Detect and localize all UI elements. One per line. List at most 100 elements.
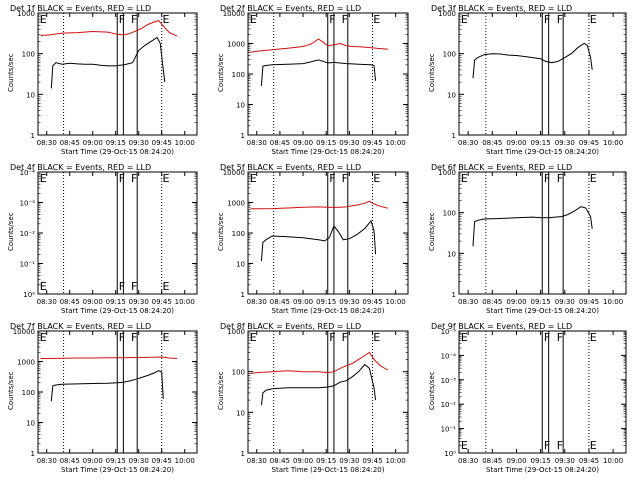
panel-det-6: Det 6f BLACK = Events, RED = LLD 1 10 100 10…: [428, 163, 627, 315]
flag-letter: F: [557, 13, 563, 26]
y-axis-label: Counts/sec: [428, 212, 436, 251]
flag-letter: F: [119, 172, 125, 185]
x-axis-label: Start Time (29-Oct-15 08:24:20): [486, 148, 599, 156]
x-tick-label: 09:30: [555, 457, 575, 465]
x-tick-label: 09:00: [506, 139, 526, 147]
series-line-events: [472, 42, 593, 79]
y-tick-label: 10: [447, 250, 456, 258]
flag-letter: E: [40, 13, 47, 26]
flag-letter: E: [250, 172, 257, 185]
x-tick-label: 08:45: [270, 139, 290, 147]
panel-title: Det 2f BLACK = Events, RED = LLD: [220, 4, 361, 13]
series-line-lld: [250, 38, 388, 53]
panel-det-2: Det 2f BLACK = Events, RED = LLD 1 10 100 10…: [217, 4, 409, 156]
y-tick-label: 10: [26, 420, 35, 428]
series-line-events: [50, 370, 164, 402]
x-tick-label: 08:45: [482, 298, 502, 306]
flag-letter: F: [119, 13, 125, 26]
x-tick-label: 08:30: [37, 457, 57, 465]
y-tick-label: 10⁻²: [441, 401, 457, 409]
flag-letter: E: [461, 439, 468, 452]
x-tick-label: 08:30: [247, 298, 267, 306]
y-tick-label: 100: [443, 210, 456, 218]
series-line-events: [260, 59, 377, 87]
flag-letter: E: [250, 13, 257, 26]
x-tick-label: 09:15: [531, 457, 551, 465]
x-tick-label: 09:30: [129, 139, 149, 147]
panel-title: Det 9f BLACK = Events, RED = LLD: [431, 322, 572, 331]
x-tick-label: 08:30: [247, 139, 267, 147]
y-tick-label: 1: [452, 132, 456, 140]
y-tick-label: 1000: [227, 41, 245, 49]
flag-letter: E: [40, 280, 47, 293]
x-axis-label: Start Time (29-Oct-15 08:24:20): [272, 307, 385, 315]
x-tick-label: 09:15: [106, 298, 126, 306]
x-tick-label: 09:30: [555, 298, 575, 306]
y-tick-label: 10⁻⁴: [20, 169, 36, 177]
flag-letter: F: [544, 331, 550, 344]
y-tick-label: 1000: [438, 10, 456, 18]
flag-letter: F: [329, 172, 335, 185]
flag-letter: E: [590, 331, 597, 344]
y-tick-label: 100: [232, 71, 245, 79]
flag-letter: F: [557, 439, 563, 452]
flag-letter: E: [40, 331, 47, 344]
flag-letter: F: [342, 172, 348, 185]
x-tick-label: 09:00: [83, 298, 103, 306]
panel-title: Det 6f BLACK = Events, RED = LLD: [431, 163, 572, 172]
x-tick-label: 10:00: [603, 298, 623, 306]
flag-letter: F: [131, 172, 137, 185]
flag-letter: F: [131, 331, 137, 344]
y-axis-label: Counts/sec: [217, 212, 225, 251]
flag-letter: E: [461, 331, 468, 344]
y-tick-label: 1: [241, 132, 245, 140]
x-tick-label: 10:00: [175, 457, 195, 465]
panel-title: Det 8f BLACK = Events, RED = LLD: [220, 322, 361, 331]
x-tick-label: 08:45: [60, 298, 80, 306]
panel-title: Det 3f BLACK = Events, RED = LLD: [431, 4, 572, 13]
y-tick-label: 10: [236, 102, 245, 110]
x-tick-label: 10:00: [603, 457, 623, 465]
y-tick-label: 10: [236, 261, 245, 269]
flag-letter: E: [461, 172, 468, 185]
y-tick-label: 1000: [17, 10, 35, 18]
x-tick-label: 10:00: [175, 139, 195, 147]
flag-letter: E: [162, 172, 169, 185]
x-tick-label: 09:00: [83, 457, 103, 465]
y-axis-label: Counts/sec: [7, 212, 15, 251]
flag-letter: E: [162, 331, 169, 344]
y-tick-label: 10000: [13, 328, 35, 336]
series-line-events: [50, 36, 166, 89]
panel-det-1: Det 1f BLACK = Events, RED = LLD 1 10 100 10…: [7, 4, 198, 156]
x-tick-label: 10:00: [386, 457, 406, 465]
x-tick-label: 09:00: [83, 139, 103, 147]
x-tick-label: 09:00: [293, 457, 313, 465]
x-tick-label: 09:45: [152, 139, 172, 147]
x-tick-label: 09:45: [152, 298, 172, 306]
flag-letter: F: [131, 280, 137, 293]
x-tick-label: 08:45: [482, 139, 502, 147]
x-tick-label: 10:00: [175, 298, 195, 306]
panel-det-8: Det 8f BLACK = Events, RED = LLD 1 10 100 10…: [217, 322, 409, 474]
y-tick-label: 10⁻¹: [441, 426, 457, 434]
flag-letter: E: [373, 172, 380, 185]
y-tick-label: 10⁻⁵: [441, 328, 457, 336]
y-tick-label: 100: [232, 369, 245, 377]
x-axis-label: Start Time (29-Oct-15 08:24:20): [272, 466, 385, 474]
y-tick-label: 1000: [227, 328, 245, 336]
y-axis-label: Counts/sec: [428, 371, 436, 410]
x-tick-label: 09:30: [129, 457, 149, 465]
y-axis-label: Counts/sec: [428, 53, 436, 92]
y-tick-label: 10⁰: [444, 450, 456, 458]
x-tick-label: 10:00: [386, 298, 406, 306]
series-line-lld: [40, 20, 178, 37]
panel-title: Det 4f BLACK = Events, RED = LLD: [10, 163, 151, 172]
x-tick-label: 08:30: [458, 298, 478, 306]
series-line-events: [260, 363, 377, 406]
x-tick-label: 09:00: [293, 298, 313, 306]
flag-letter: F: [329, 331, 335, 344]
flag-letter: F: [342, 13, 348, 26]
x-tick-label: 09:45: [579, 298, 599, 306]
x-tick-label: 09:15: [106, 139, 126, 147]
x-tick-label: 09:15: [316, 298, 336, 306]
